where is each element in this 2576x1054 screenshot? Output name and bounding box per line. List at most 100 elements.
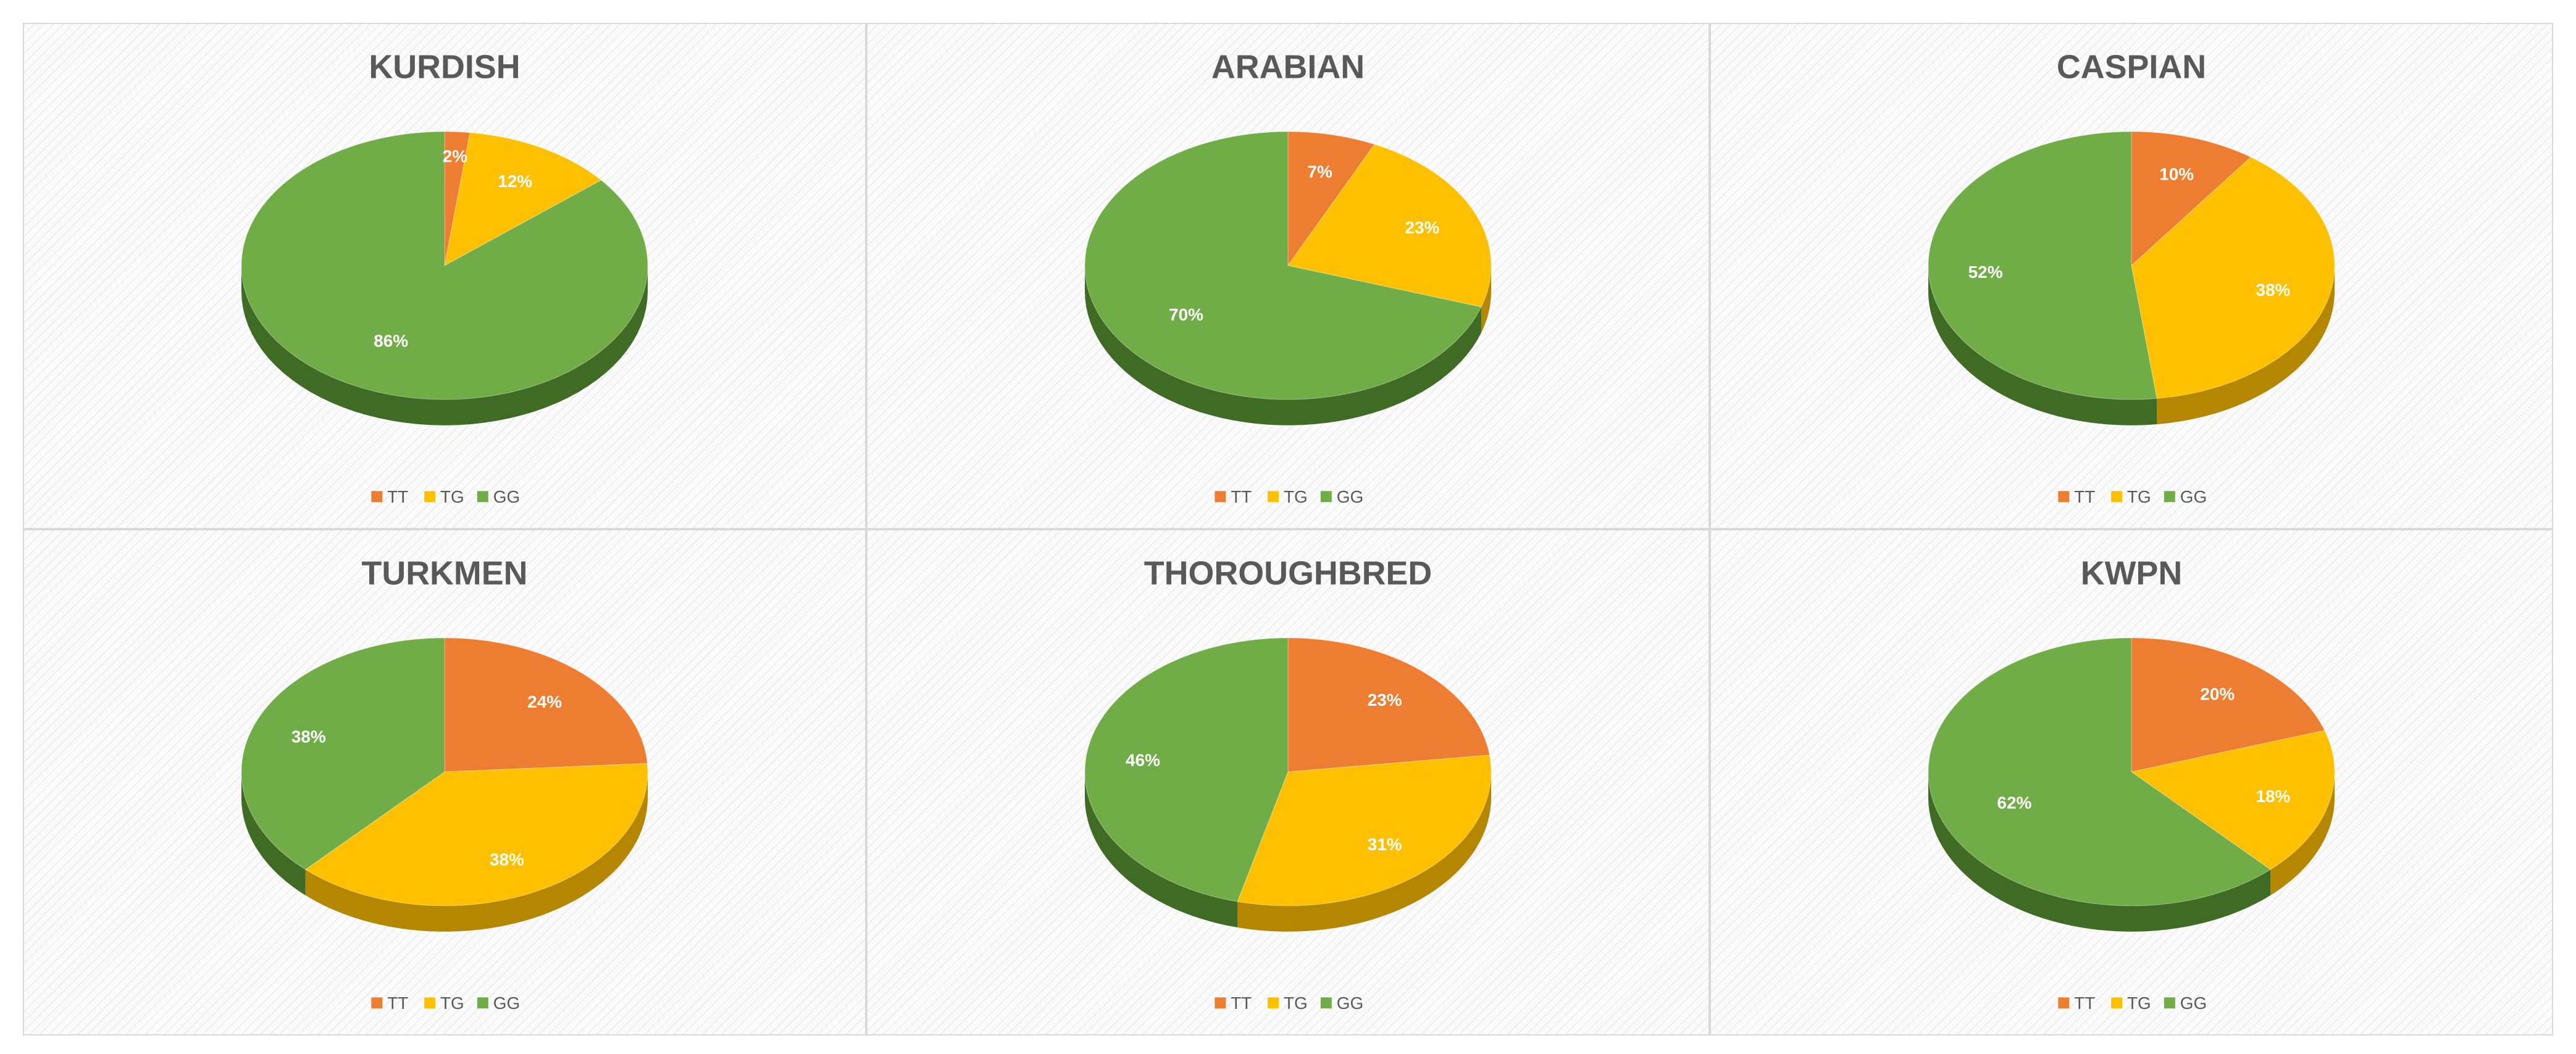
chart-legend: TT TG GG <box>371 487 520 506</box>
pie-slice-gg <box>1928 637 2272 906</box>
pie-slice-tg <box>1237 755 1492 906</box>
chart-title: THOROUGHBRED <box>1144 555 1432 592</box>
pie-slice-gg <box>1928 131 2157 400</box>
legend-item-tt: TT <box>371 993 408 1013</box>
legend-swatch-gg <box>2164 997 2175 1009</box>
legend-item-tg: TG <box>1268 487 1308 506</box>
pie-side-group <box>1928 266 2335 425</box>
pie-side-gg <box>1084 772 1238 927</box>
legend-label-tt: TT <box>1231 487 1252 506</box>
data-label-tt: 7% <box>1307 162 1332 182</box>
legend-swatch-gg <box>477 997 488 1009</box>
pie-slice-gg <box>241 637 445 870</box>
pie-top-group <box>1084 131 1492 400</box>
pie-side-group <box>1928 772 2335 932</box>
pie-side-gg <box>241 772 306 896</box>
pie-top-group <box>1928 637 2335 906</box>
chart-legend: TT TG GG <box>2058 993 2207 1013</box>
pie-chart-svg: KURDISH 2% 12% 86% TT TG GG <box>241 49 648 506</box>
chart-title: KURDISH <box>369 49 520 86</box>
legend-item-tt: TT <box>1215 487 1252 506</box>
legend-swatch-gg <box>1320 491 1332 503</box>
legend-item-gg: GG <box>2164 487 2207 506</box>
pie-top-group <box>241 637 648 906</box>
chart-panel-kurdish: KURDISH 2% 12% 86% TT TG GG <box>23 23 866 529</box>
data-label-tg: 31% <box>1368 835 1402 854</box>
legend-item-gg: GG <box>477 487 520 506</box>
data-label-gg: 70% <box>1169 305 1203 324</box>
legend-item-gg: GG <box>1320 993 1363 1013</box>
legend-swatch-gg <box>477 491 488 503</box>
data-label-gg: 46% <box>1126 750 1160 769</box>
pie-slice-gg <box>1084 131 1482 400</box>
legend-label-tt: TT <box>2074 487 2095 506</box>
legend-item-tg: TG <box>2111 993 2151 1013</box>
pie-slice-tg <box>444 132 602 267</box>
pie-side-tg <box>2270 772 2335 896</box>
chart-title: CASPIAN <box>2057 49 2206 86</box>
data-label-tt: 10% <box>2159 164 2194 183</box>
legend-label-gg: GG <box>493 487 520 506</box>
pie-slice-tt <box>444 637 648 772</box>
pie-side-gg <box>241 266 648 425</box>
pie-top-group <box>241 131 648 400</box>
legend-swatch-tg <box>1268 491 1279 503</box>
data-label-tg: 38% <box>490 850 524 869</box>
legend-swatch-tg <box>2111 997 2123 1009</box>
data-label-tt: 23% <box>1368 690 1402 709</box>
pie-chart-svg: KWPN 20% 18% 62% TT TG GG <box>1928 555 2335 1013</box>
legend-swatch-tg <box>1268 997 1279 1009</box>
pie-slice-tt <box>2131 637 2325 772</box>
pie-side-group <box>241 772 648 932</box>
chart-panel-turkmen: TURKMEN 24% 38% 38% TT TG GG <box>23 529 866 1035</box>
chart-legend: TT TG GG <box>2058 487 2207 506</box>
legend-label-gg: GG <box>1337 487 1363 506</box>
chart-legend: TT TG GG <box>1215 487 1363 506</box>
chart-legend: TT TG GG <box>371 993 520 1013</box>
legend-label-gg: GG <box>1337 993 1363 1013</box>
chart-title: KWPN <box>2081 555 2182 592</box>
legend-item-tg: TG <box>2111 487 2151 506</box>
pie-side-gg <box>1084 266 1481 425</box>
pie-slice-tg <box>1287 144 1492 307</box>
legend-swatch-tt <box>1215 997 1226 1009</box>
chart-panel-kwpn: KWPN 20% 18% 62% TT TG GG <box>1710 529 2553 1035</box>
legend-item-tt: TT <box>1215 993 1252 1013</box>
legend-label-gg: GG <box>2180 487 2207 506</box>
pie-slice-tt <box>1287 131 1375 267</box>
legend-item-gg: GG <box>1320 487 1363 506</box>
legend-swatch-tt <box>371 997 383 1009</box>
legend-label-tg: TG <box>2127 487 2151 506</box>
pie-side-group <box>1084 772 1492 932</box>
pie-chart-svg: CASPIAN 10% 38% 52% TT TG GG <box>1928 49 2335 506</box>
legend-label-tt: TT <box>387 487 408 506</box>
legend-swatch-tg <box>424 491 436 503</box>
legend-swatch-tt <box>2058 997 2070 1009</box>
legend-label-tg: TG <box>2127 993 2151 1013</box>
pie-chart-svg: THOROUGHBRED 23% 31% 46% TT TG GG <box>1084 555 1492 1013</box>
legend-label-tg: TG <box>440 487 464 506</box>
pie-top-group <box>1928 131 2335 400</box>
legend-item-gg: GG <box>2164 993 2207 1013</box>
data-label-tt: 20% <box>2200 685 2235 704</box>
legend-swatch-tt <box>1215 491 1226 503</box>
pie-side-tg <box>305 772 648 932</box>
data-label-tg: 38% <box>2256 280 2291 299</box>
pie-top-group <box>1084 637 1492 906</box>
pie-slice-tg <box>2131 156 2335 399</box>
legend-label-gg: GG <box>493 993 520 1013</box>
chart-title: ARABIAN <box>1211 49 1365 86</box>
legend-item-tg: TG <box>424 487 464 506</box>
legend-swatch-tt <box>371 491 383 503</box>
legend-swatch-tg <box>2111 491 2123 503</box>
legend-item-gg: GG <box>477 993 520 1013</box>
pie-slice-tt <box>444 131 470 266</box>
pie-chart-svg: ARABIAN 7% 23% 70% TT TG GG <box>1084 49 1492 506</box>
legend-item-tt: TT <box>2058 993 2095 1013</box>
chart-panel-arabian: ARABIAN 7% 23% 70% TT TG GG <box>866 23 1710 529</box>
legend-label-tt: TT <box>2074 993 2095 1013</box>
data-label-gg: 62% <box>1997 793 2031 813</box>
legend-item-tg: TG <box>424 993 464 1013</box>
legend-label-tg: TG <box>1284 993 1308 1013</box>
pie-slice-tg <box>2130 730 2335 870</box>
